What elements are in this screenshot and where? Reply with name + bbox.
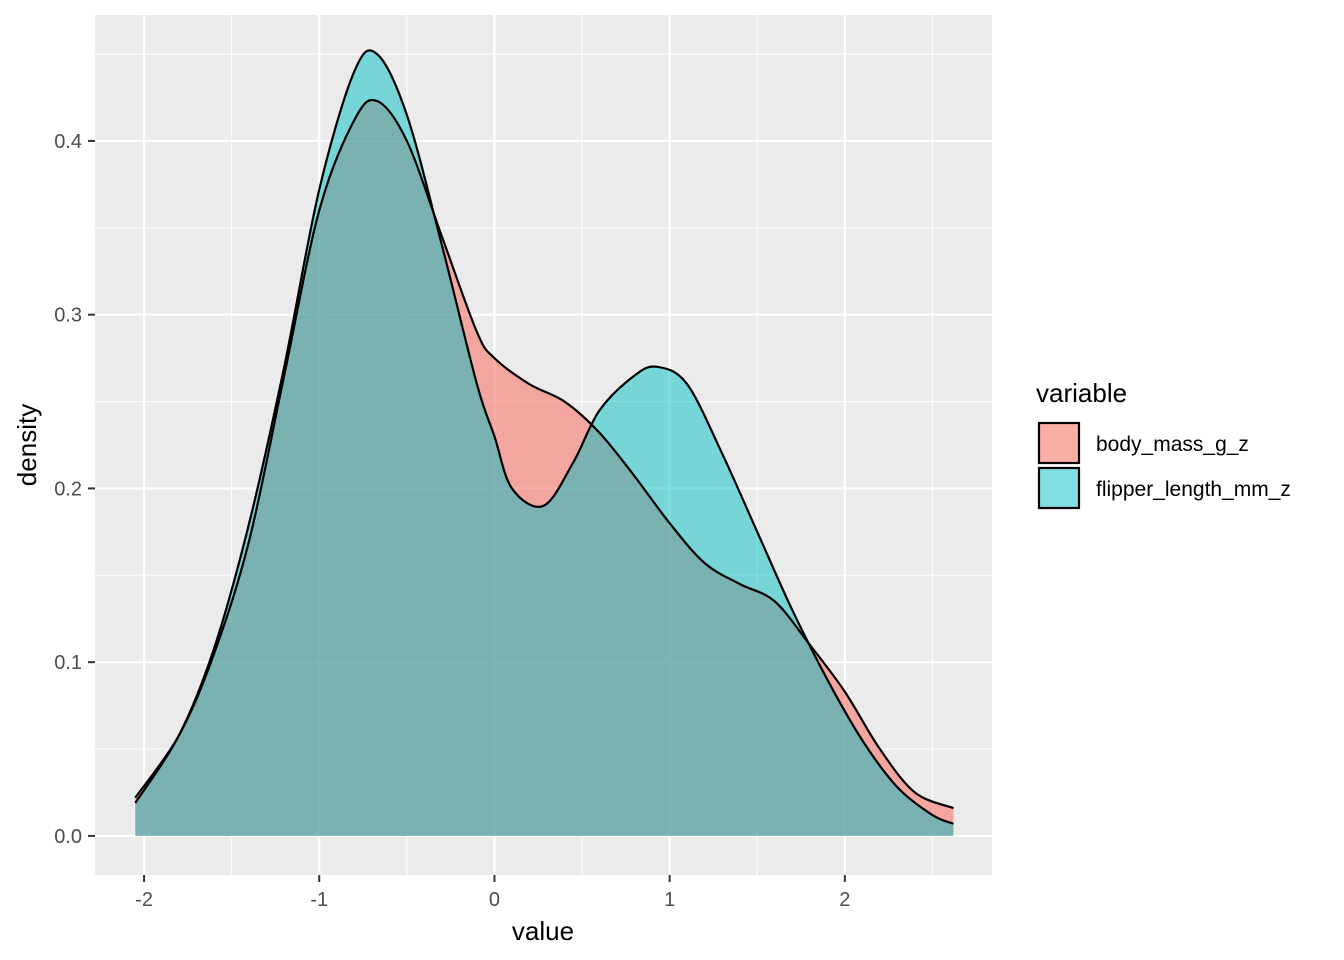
legend-entries: body_mass_g_z flipper_length_mm_z <box>1037 421 1291 510</box>
density-lines <box>134 49 954 825</box>
legend-key-flipper-length-mm-z <box>1037 466 1081 510</box>
y-tick-label: 0.2 <box>54 478 82 500</box>
legend: variable body_mass_g_z flipper_length_mm_… <box>1036 378 1291 510</box>
y-tick-label: 0.1 <box>54 652 82 674</box>
x-tick-label: 0 <box>489 889 500 911</box>
x-axis-title: value <box>512 916 574 946</box>
x-axis: -2 -1 0 1 2 <box>135 875 850 911</box>
density-line-flipper-length-mm-z <box>134 49 954 825</box>
x-tick-label: -1 <box>310 889 328 911</box>
x-tick-label: -2 <box>135 889 153 911</box>
y-axis: 0.0 0.1 0.2 0.3 0.4 <box>54 131 95 848</box>
legend-title: variable <box>1036 378 1127 408</box>
legend-label: body_mass_g_z <box>1096 433 1249 456</box>
x-tick-label: 1 <box>664 889 675 911</box>
legend-key-body-mass-g-z <box>1037 421 1081 465</box>
y-tick-label: 0.3 <box>54 305 82 327</box>
density-areas <box>135 50 954 836</box>
y-tick-label: 0.0 <box>54 826 82 848</box>
y-axis-title: density <box>12 404 42 486</box>
y-tick-label: 0.4 <box>54 131 82 153</box>
x-tick-label: 2 <box>839 889 850 911</box>
density-line-body-mass-g-z <box>134 98 954 810</box>
legend-label: flipper_length_mm_z <box>1096 478 1291 501</box>
density-area-flipper-length-mm-z <box>135 50 954 836</box>
